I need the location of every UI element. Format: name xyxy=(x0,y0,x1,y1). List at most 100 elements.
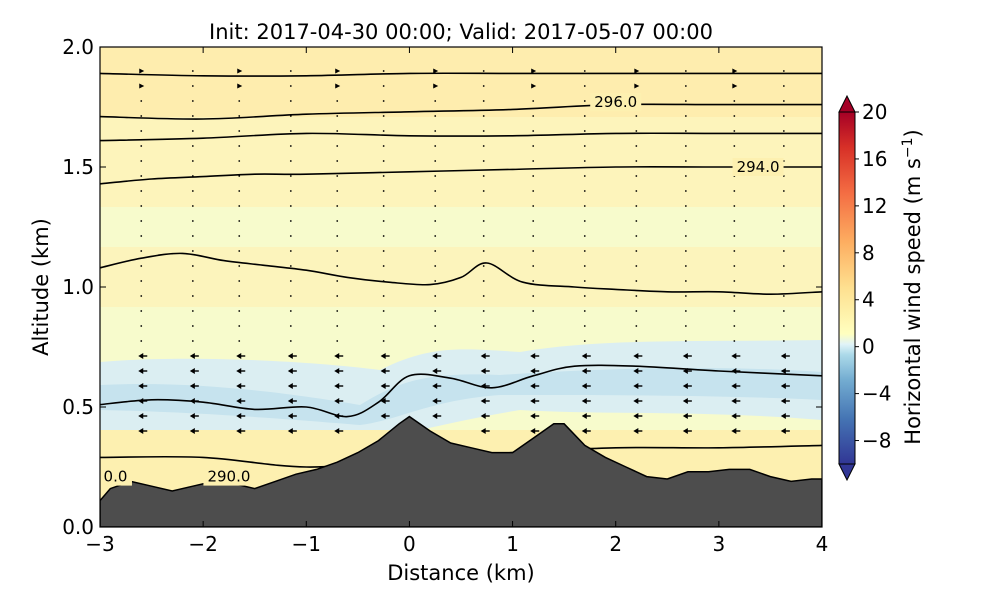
wind-vector-dot xyxy=(336,280,339,282)
contour-label-bg xyxy=(203,467,255,486)
wind-vector-dot xyxy=(289,205,292,207)
y-tick-label: 1.5 xyxy=(62,155,94,179)
wind-vector-dot xyxy=(733,115,736,117)
wind-vector-dot xyxy=(782,295,785,297)
wind-vector-dot xyxy=(684,325,687,327)
wind-vector-dot xyxy=(782,220,785,222)
wind-vector-head xyxy=(237,83,243,89)
wind-vector-dot xyxy=(382,220,385,222)
wind-vector-dot xyxy=(238,250,241,252)
wind-vector-dot xyxy=(684,70,687,72)
colorbar-extend-max xyxy=(838,94,856,113)
wind-vector-dot xyxy=(191,235,194,237)
x-axis-label: Distance (km) xyxy=(387,561,535,585)
wind-vector-dot xyxy=(583,130,586,132)
wind-vector-head xyxy=(633,383,639,389)
wind-vector-dot xyxy=(583,310,586,312)
wind-vector-dot xyxy=(336,190,339,192)
wind-vector-head xyxy=(480,398,486,404)
wind-vector-dot xyxy=(684,175,687,177)
y-axis-label: Altitude (km) xyxy=(29,218,53,356)
wind-vector-dot xyxy=(532,295,535,297)
wind-vector-head xyxy=(335,68,341,74)
wind-vector-dot xyxy=(782,70,785,72)
wind-vector-dot xyxy=(289,115,292,117)
wind-vector-dot xyxy=(191,190,194,192)
wind-vector-dot xyxy=(191,175,194,177)
colorbar: −8 −4 0 4 8 12 16 20 Horizontal wind speed (m s… xyxy=(838,94,925,482)
wind-vector-head xyxy=(432,398,438,404)
contour-label: 290.0 xyxy=(207,468,250,486)
wind-vector-dot xyxy=(482,220,485,222)
wind-vector-head xyxy=(531,83,537,89)
wind-vector-head xyxy=(480,428,486,434)
wind-vector-dot xyxy=(238,190,241,192)
wind-vector-dot xyxy=(289,85,292,87)
wind-vector-dot xyxy=(782,265,785,267)
wind-vector-head xyxy=(633,368,639,374)
wind-vector-head xyxy=(138,398,144,404)
wind-vector-head xyxy=(138,368,144,374)
wind-vector-head xyxy=(731,383,737,389)
wind-vector-dot xyxy=(238,280,241,282)
wind-vector-head xyxy=(531,68,537,74)
wind-vectors xyxy=(138,68,790,434)
wind-vector-head xyxy=(236,383,242,389)
wind-vector-dot xyxy=(289,190,292,192)
wind-vector-head xyxy=(432,413,438,419)
wind-vector-dot xyxy=(140,310,143,312)
wind-vector-dot xyxy=(140,100,143,102)
wind-vector-dot xyxy=(583,205,586,207)
wind-vector-dot xyxy=(482,175,485,177)
wind-vector-dot xyxy=(238,325,241,327)
wind-vector-dot xyxy=(532,325,535,327)
wind-vector-head xyxy=(287,398,293,404)
wind-vector-dot xyxy=(289,340,292,342)
wind-vector-dot xyxy=(583,115,586,117)
wind-vector-head xyxy=(287,428,293,434)
wind-vector-head xyxy=(237,68,243,74)
wind-vector-dot xyxy=(289,100,292,102)
wind-vector-head xyxy=(731,368,737,374)
wind-vector-dot xyxy=(635,280,638,282)
wind-vector-head xyxy=(581,353,587,359)
wind-vector-dot xyxy=(532,310,535,312)
wind-vector-dot xyxy=(382,85,385,87)
wind-vector-head xyxy=(731,398,737,404)
wind-vector-dot xyxy=(434,235,437,237)
wind-vector-dot xyxy=(782,145,785,147)
wind-vector-dot xyxy=(635,175,638,177)
wind-vector-dot xyxy=(191,70,194,72)
colorbar-ticks: −8 −4 0 4 8 12 16 20 xyxy=(855,100,891,453)
wind-vector-dot xyxy=(482,340,485,342)
wind-vector-dot xyxy=(382,280,385,282)
wind-vector-dot xyxy=(289,70,292,72)
wind-vector-dot xyxy=(684,295,687,297)
wind-vector-dot xyxy=(583,100,586,102)
wind-vector-head xyxy=(287,368,293,374)
wind-vector-dot xyxy=(434,250,437,252)
wind-vector-head xyxy=(682,428,688,434)
wind-vector-dot xyxy=(635,235,638,237)
colorbar-label-suffix: ) xyxy=(901,129,925,137)
wind-vector-dot xyxy=(782,235,785,237)
wind-vector-dot xyxy=(191,280,194,282)
wind-vector-head xyxy=(530,353,536,359)
wind-vector-dot xyxy=(684,265,687,267)
wind-vector-dot xyxy=(289,130,292,132)
wind-vector-dot xyxy=(191,340,194,342)
theta-contours xyxy=(100,72,822,468)
wind-vector-head xyxy=(236,413,242,419)
wind-vector-dot xyxy=(434,205,437,207)
wind-vector-head xyxy=(633,353,639,359)
wind-vector-dot xyxy=(238,265,241,267)
wind-vector-dot xyxy=(583,85,586,87)
wind-vector-head xyxy=(732,68,738,74)
wind-vector-head xyxy=(530,428,536,434)
wind-vector-dot xyxy=(336,205,339,207)
wind-vector-dot xyxy=(238,160,241,162)
wind-vector-dot xyxy=(482,115,485,117)
wind-vector-dot xyxy=(382,130,385,132)
wind-vector-dot xyxy=(482,250,485,252)
wind-vector-head xyxy=(480,413,486,419)
